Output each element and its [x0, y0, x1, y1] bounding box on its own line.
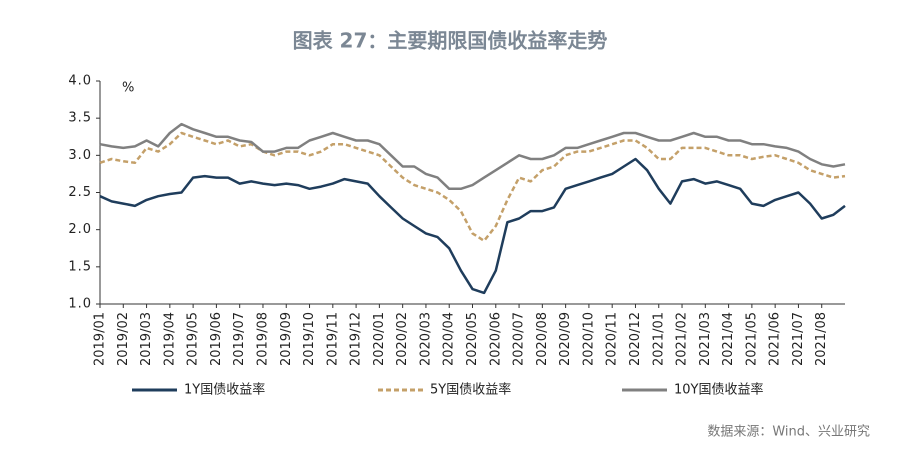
x-tick-label: 2019/12	[349, 312, 364, 366]
legend-label: 1Y国债收益率	[184, 382, 265, 398]
series-line	[99, 131, 846, 243]
y-tick-label: 3.0	[68, 148, 92, 163]
x-tick-label: 2019/05	[186, 312, 201, 366]
x-tick-label: 2019/02	[116, 312, 131, 366]
x-tick-label: 2019/10	[302, 312, 317, 366]
legend-label: 10Y国债收益率	[674, 382, 763, 398]
chart-title: 图表 27：主要期限国债收益率走势	[293, 29, 608, 53]
x-tick-label: 2020/11	[605, 312, 620, 366]
series-line	[99, 122, 846, 191]
x-tick-label: 2020/08	[535, 312, 550, 366]
x-tick-label: 2020/12	[628, 312, 643, 366]
x-tick-label: 2019/09	[279, 312, 294, 366]
x-tick-label: 2019/08	[255, 312, 270, 366]
series-line	[99, 157, 846, 295]
y-tick-label: 4.0	[68, 74, 92, 89]
x-tick-label: 2019/07	[232, 312, 247, 366]
y-tick-label: 3.5	[68, 111, 92, 126]
x-tick-label: 2020/01	[372, 312, 387, 366]
x-tick-label: 2021/06	[768, 312, 783, 366]
x-tick-label: 2021/07	[791, 312, 806, 366]
x-tick-label: 2020/03	[418, 312, 433, 366]
x-tick-label: 2020/07	[512, 312, 527, 366]
x-tick-label: 2021/04	[721, 312, 736, 366]
y-unit: %	[122, 81, 134, 96]
x-tick-label: 2019/01	[93, 312, 108, 366]
x-tick-label: 2021/01	[651, 312, 666, 366]
y-tick-label: 2.5	[68, 185, 92, 200]
x-tick-label: 2020/02	[395, 312, 410, 366]
x-tick-label: 2020/06	[488, 312, 503, 366]
y-tick-label: 1.5	[68, 259, 92, 274]
x-tick-label: 2019/04	[162, 312, 177, 366]
y-tick-label: 2.0	[68, 222, 92, 237]
x-tick-label: 2020/05	[465, 312, 480, 366]
x-tick-label: 2021/03	[698, 312, 713, 366]
source-note: 数据来源：Wind、兴业研究	[707, 425, 870, 440]
x-tick-label: 2020/09	[558, 312, 573, 366]
x-tick-label: 2020/04	[442, 312, 457, 366]
legend-label: 5Y国债收益率	[430, 382, 511, 398]
x-tick-label: 2020/10	[581, 312, 596, 366]
x-tick-label: 2021/08	[814, 312, 829, 366]
x-tick-label: 2021/02	[675, 312, 690, 366]
x-tick-label: 2019/03	[139, 312, 154, 366]
y-tick-label: 1.0	[68, 297, 92, 312]
x-tick-label: 2019/06	[209, 312, 224, 366]
x-tick-label: 2021/05	[744, 312, 759, 366]
x-tick-label: 2019/11	[325, 312, 340, 366]
